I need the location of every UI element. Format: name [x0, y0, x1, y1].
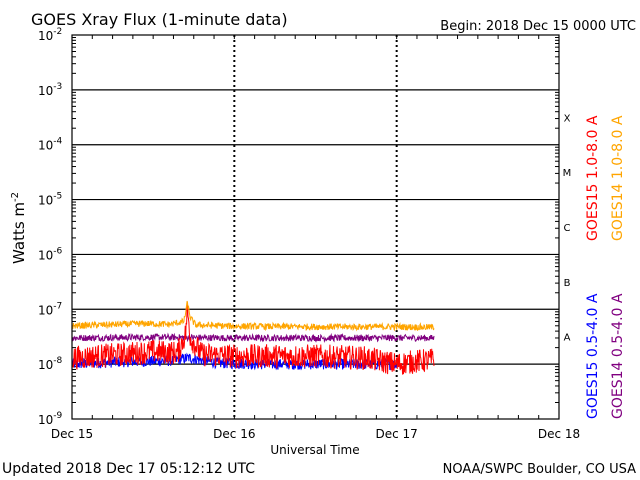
y-tick-label: 10-7	[38, 301, 62, 317]
y-tick-label: 10-5	[38, 192, 62, 208]
y-tick-label: 10-3	[38, 82, 62, 98]
flare-class-label: C	[564, 223, 571, 234]
y-tick-exponent: -6	[53, 246, 62, 256]
y-tick-label: 10-2	[38, 27, 62, 43]
legend-entry: GOES15 0.5-4.0 A	[585, 293, 601, 419]
source-credit: NOAA/SWPC Boulder, CO USA	[443, 462, 636, 477]
y-tick-labels: 10-210-310-410-510-610-710-810-9	[38, 27, 63, 427]
y-tick-base: 10	[38, 194, 53, 208]
y-tick-exponent: -8	[53, 356, 62, 366]
x-tick-label: Dec 17	[376, 427, 418, 441]
flare-class-labels: X M C B A	[563, 113, 572, 343]
series-line	[71, 332, 435, 343]
y-tick-exponent: -3	[53, 82, 62, 92]
flare-class-label: B	[564, 278, 571, 289]
chart-title: GOES Xray Flux (1-minute data)	[31, 10, 288, 29]
y-tick-exponent: -7	[53, 301, 62, 311]
legend-entry: GOES14 0.5-4.0 A	[610, 293, 626, 419]
legend-entry: GOES15 1.0-8.0 A	[585, 115, 601, 241]
flare-class-label: A	[564, 333, 571, 344]
x-tick-labels: Dec 15 Dec 16 Dec 17 Dec 18	[51, 427, 580, 441]
y-tick-base: 10	[38, 248, 53, 262]
y-tick-base: 10	[38, 139, 53, 153]
x-tick-label: Dec 15	[51, 427, 93, 441]
y-tick-base: 10	[38, 303, 53, 317]
y-tick-exponent: -5	[53, 192, 62, 202]
x-tick-label: Dec 18	[538, 427, 580, 441]
y-tick-base: 10	[38, 358, 53, 372]
y-axis-label: Watts m-2	[10, 192, 28, 264]
y-tick-label: 10-8	[38, 356, 63, 372]
plot-frame	[71, 34, 560, 420]
x-axis-label: Universal Time	[270, 443, 359, 457]
y-tick-label: 10-6	[38, 246, 63, 262]
y-tick-exponent: -2	[53, 27, 62, 37]
flare-class-label: X	[564, 113, 571, 124]
updated-timestamp: Updated 2018 Dec 17 05:12:12 UTC	[2, 461, 255, 477]
x-tick-label: Dec 16	[213, 427, 255, 441]
y-tick-label: 10-9	[38, 411, 63, 427]
y-axis-label-sup: -2	[10, 192, 21, 202]
series-layer	[71, 300, 435, 375]
series-line	[71, 303, 435, 375]
y-tick-exponent: -9	[53, 411, 62, 421]
series-line	[71, 300, 435, 332]
flare-class-label: M	[563, 168, 572, 179]
y-tick-exponent: -4	[53, 137, 62, 147]
y-axis-label-text: Watts m	[10, 202, 28, 264]
begin-label: Begin: 2018 Dec 15 0000 UTC	[440, 19, 636, 34]
legend-entry: GOES14 1.0-8.0 A	[610, 115, 626, 241]
legend: GOES15 1.0-8.0 A GOES14 1.0-8.0 A GOES15 0…	[585, 115, 626, 419]
y-tick-base: 10	[38, 84, 53, 98]
y-tick-base: 10	[38, 29, 53, 43]
y-tick-base: 10	[38, 413, 53, 427]
y-tick-label: 10-4	[38, 137, 63, 153]
